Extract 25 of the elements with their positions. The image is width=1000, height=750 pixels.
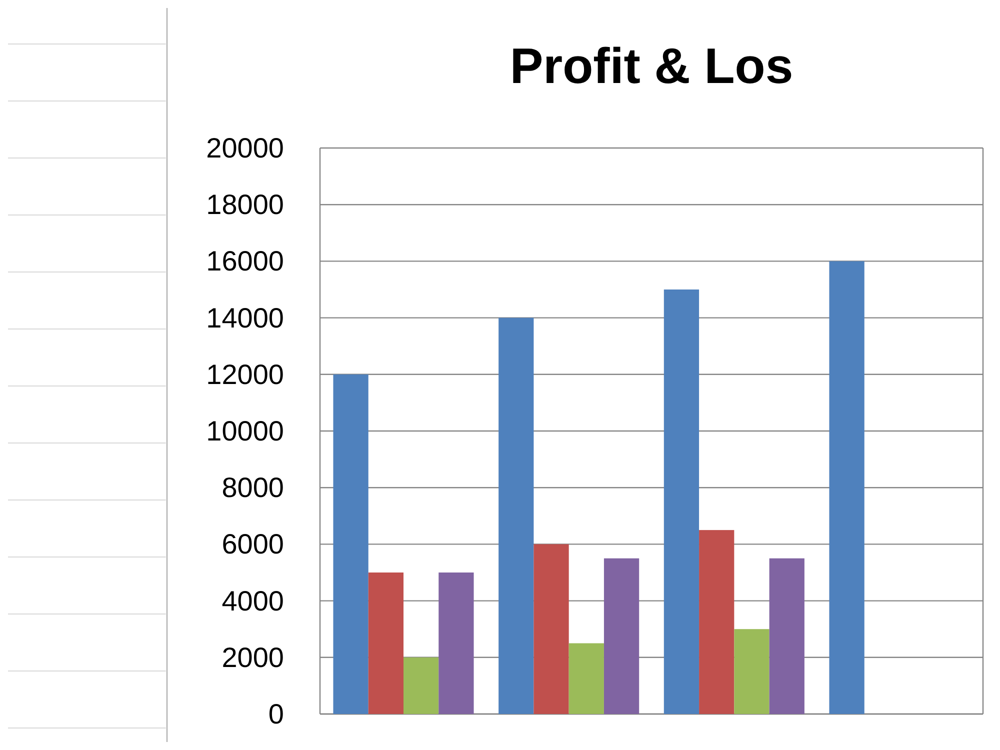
bar bbox=[604, 558, 640, 714]
y-tick-label: 12000 bbox=[206, 358, 284, 390]
bar bbox=[699, 530, 734, 714]
bar bbox=[368, 572, 404, 714]
bar bbox=[498, 318, 534, 714]
y-tick-label: 8000 bbox=[222, 472, 284, 504]
y-tick-label: 16000 bbox=[206, 246, 284, 277]
bar bbox=[829, 261, 864, 714]
y-tick-label: 18000 bbox=[206, 189, 284, 220]
y-tick-label: 14000 bbox=[206, 302, 284, 334]
bar bbox=[769, 558, 804, 714]
y-tick-label: 20000 bbox=[206, 132, 284, 164]
bar bbox=[333, 374, 368, 714]
bar bbox=[734, 629, 770, 714]
y-tick-label: 10000 bbox=[206, 416, 284, 446]
y-tick-label: 6000 bbox=[222, 528, 284, 560]
y-tick-label: 0 bbox=[268, 698, 284, 730]
y-tick-label: 4000 bbox=[222, 585, 284, 616]
bar bbox=[664, 290, 700, 714]
bar bbox=[534, 544, 569, 714]
y-tick-label: 2000 bbox=[222, 642, 284, 673]
bar bbox=[438, 572, 474, 714]
bar bbox=[568, 643, 604, 714]
bar bbox=[403, 657, 439, 714]
chart-title: Profit & Los bbox=[510, 38, 794, 94]
